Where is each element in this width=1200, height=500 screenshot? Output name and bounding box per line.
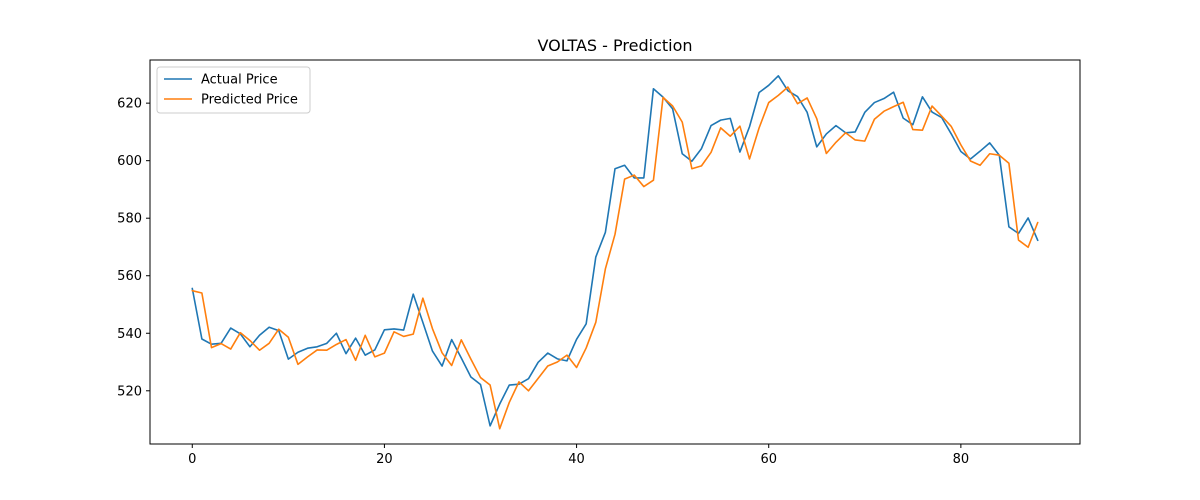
x-tick-label: 0 <box>188 452 196 467</box>
y-tick-label: 580 <box>117 212 142 227</box>
y-tick-label: 540 <box>117 327 142 342</box>
series-line-actual-price <box>191 75 1039 427</box>
chart-title: VOLTAS - Prediction <box>537 36 692 55</box>
legend-label: Predicted Price <box>201 93 298 108</box>
y-tick-label: 560 <box>117 269 142 284</box>
series-line-predicted-price <box>191 86 1039 430</box>
series-layer <box>191 75 1039 430</box>
y-tick-label: 600 <box>117 154 142 169</box>
axes-layer: 0 20 40 60 80 520 540 560 580 600 620 <box>117 97 969 467</box>
legend-box <box>156 66 311 114</box>
plot-frame <box>149 59 1081 445</box>
x-tick-label: 20 <box>376 452 393 467</box>
y-tick-label: 520 <box>117 384 142 399</box>
y-tick-label: 620 <box>117 97 142 112</box>
x-tick-label: 80 <box>953 452 970 467</box>
legend-label: Actual Price <box>201 73 278 88</box>
legend: Actual Price Predicted Price <box>156 66 311 114</box>
x-tick-label: 40 <box>568 452 585 467</box>
x-tick-label: 60 <box>760 452 777 467</box>
